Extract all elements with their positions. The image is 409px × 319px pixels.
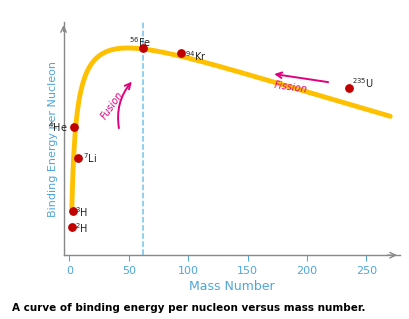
Text: $^{4}$He: $^{4}$He [47,120,67,134]
Point [71,124,77,130]
Text: $^{3}$H: $^{3}$H [75,205,88,219]
Text: $^{7}$Li: $^{7}$Li [82,152,96,165]
Text: $^{94}$Kr: $^{94}$Kr [184,49,206,63]
Point [178,50,184,55]
Text: $^{56}$Fe: $^{56}$Fe [128,35,151,49]
Text: Fission: Fission [273,81,308,95]
Point [74,155,81,160]
Point [139,45,146,50]
Text: $^{2}$H: $^{2}$H [75,221,88,235]
X-axis label: Mass Number: Mass Number [189,280,274,293]
Text: $^{235}$U: $^{235}$U [351,77,373,90]
Y-axis label: Binding Energy per Nucleon: Binding Energy per Nucleon [48,61,58,217]
Point [70,208,76,213]
Point [68,224,75,229]
Point [344,86,351,91]
Text: A curve of binding energy per nucleon versus mass number.: A curve of binding energy per nucleon ve… [12,303,365,313]
Text: Fusion: Fusion [99,90,125,121]
